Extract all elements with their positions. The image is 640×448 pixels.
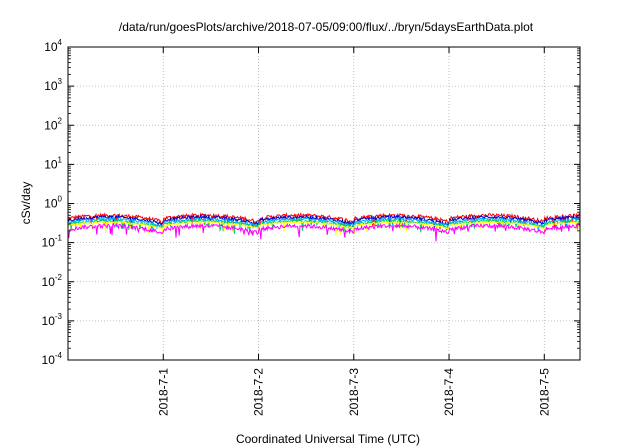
y-tick-label: 104 (44, 38, 62, 54)
x-tick-label: 2018-7-2 (252, 368, 266, 416)
y-axis-label: cSv/day (19, 182, 33, 225)
x-tick-label: 2018-7-1 (156, 368, 170, 416)
series-group (67, 212, 581, 242)
series-line (67, 222, 581, 242)
x-tick-label: 2018-7-4 (442, 368, 456, 416)
y-tick-label: 101 (44, 155, 62, 171)
y-tick-label: 10-2 (42, 273, 63, 289)
axis-ticks: 10-4 10-3 10-2 10-1 100 101 102 103 104 2018-7-1 2… (42, 38, 580, 416)
y-tick-label: 100 (44, 195, 62, 211)
series-line (67, 220, 581, 236)
series-line (67, 218, 581, 235)
x-axis-label: Coordinated Universal Time (UTC) (236, 432, 420, 446)
series-line (67, 213, 581, 232)
grid (68, 47, 580, 360)
y-tick-label: 103 (44, 77, 62, 93)
x-tick-label: 2018-7-5 (537, 368, 551, 416)
y-tick-label: 102 (44, 116, 62, 132)
y-tick-label: 10-1 (42, 234, 63, 250)
y-tick-label: 10-3 (42, 312, 63, 328)
y-tick-label: 10-4 (42, 351, 63, 367)
chart-title: /data/run/goesPlots/archive/2018-07-05/0… (119, 20, 534, 34)
x-tick-label: 2018-7-3 (347, 368, 361, 416)
